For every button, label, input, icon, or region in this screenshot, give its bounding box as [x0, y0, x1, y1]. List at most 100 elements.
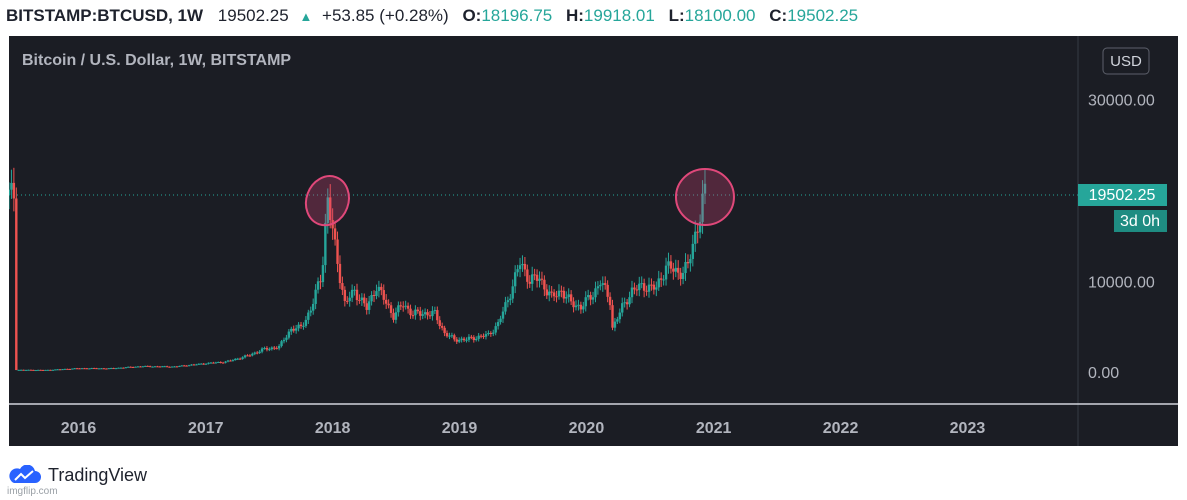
- candle-body: [640, 283, 643, 285]
- candle-body: [17, 369, 20, 371]
- candle-body: [338, 263, 342, 284]
- last-price: 19502.25: [217, 6, 289, 25]
- candle-body: [124, 367, 128, 369]
- candle-body: [523, 263, 527, 270]
- brand-name[interactable]: TradingView: [48, 464, 148, 485]
- candle-body: [56, 369, 59, 371]
- candle-body: [163, 366, 166, 368]
- time-tick-label: 2020: [569, 420, 605, 437]
- candle-body: [431, 310, 434, 317]
- candle-body: [311, 303, 315, 311]
- candle-body: [460, 338, 463, 340]
- candle-body: [465, 339, 468, 341]
- candle-body: [414, 309, 417, 316]
- candle-body: [131, 366, 135, 368]
- candle-body: [341, 283, 344, 290]
- candle-body: [572, 301, 575, 308]
- candle-body: [669, 261, 673, 269]
- price-axis[interactable]: 30000.00 10000.00 0.00: [1088, 93, 1155, 383]
- currency-button[interactable]: USD: [1102, 47, 1150, 75]
- candle-body: [153, 366, 157, 368]
- candle-body: [589, 295, 592, 300]
- candle-body: [22, 369, 25, 371]
- candle-body: [509, 298, 512, 301]
- currency-button-label[interactable]: USD: [1110, 53, 1142, 70]
- time-axis[interactable]: 2016 2017 2018 2019 2020 2021 2022 2023: [61, 420, 986, 437]
- candle-body: [221, 362, 225, 364]
- candle-body: [258, 351, 261, 353]
- close-value: 19502.25: [787, 6, 859, 25]
- last-price-badge-bg: [1078, 183, 1167, 206]
- candle-body: [107, 368, 110, 370]
- candle-body: [545, 289, 549, 296]
- candle-body: [482, 335, 485, 337]
- currency-button-frame[interactable]: [1102, 47, 1150, 75]
- time-tick-label: 2016: [61, 420, 97, 437]
- candle-body: [516, 269, 519, 273]
- candle-body: [231, 360, 235, 362]
- candle-body: [506, 300, 510, 303]
- candle-body: [504, 302, 507, 312]
- open-value: 18196.75: [481, 6, 553, 25]
- candle-body: [243, 355, 247, 358]
- candle-body: [484, 334, 488, 337]
- price-series: [9, 167, 707, 372]
- candle-body: [521, 263, 524, 266]
- candle-body: [141, 366, 145, 368]
- candle-body: [380, 286, 383, 291]
- candle-body: [336, 239, 339, 264]
- candle-body: [204, 363, 208, 365]
- candle-body: [642, 283, 646, 291]
- footer-brand[interactable]: TradingView: [6, 462, 147, 488]
- candle-body: [66, 368, 69, 370]
- pane-title: Bitcoin / U.S. Dollar, 1W, BITSTAMP: [22, 52, 291, 69]
- candle-body: [319, 281, 322, 283]
- candle-body: [475, 338, 478, 341]
- candle-body: [333, 228, 337, 240]
- candle-body: [236, 358, 239, 360]
- candle-body: [689, 258, 692, 264]
- candle-body: [24, 369, 28, 371]
- time-tick-label: 2023: [950, 420, 986, 437]
- candle-body: [501, 311, 505, 319]
- candle-body: [54, 369, 57, 371]
- candle-body: [623, 302, 626, 304]
- candle-body: [9, 189, 11, 195]
- candle-body: [698, 221, 702, 233]
- highlight-circles: [304, 167, 735, 227]
- candle-body: [234, 358, 237, 361]
- price-chart[interactable]: Bitcoin / U.S. Dollar, 1W, BITSTAMP USD …: [9, 36, 1178, 446]
- candle-body: [616, 319, 619, 322]
- candle-body: [112, 368, 115, 370]
- price-tick-label: 0.00: [1088, 365, 1119, 382]
- candle-body: [110, 368, 113, 370]
- candle-body: [100, 368, 103, 370]
- candle-body: [635, 289, 639, 291]
- candle-body: [404, 305, 407, 307]
- candle-body: [97, 368, 101, 370]
- candle-body: [299, 324, 303, 327]
- candle-body: [161, 366, 164, 368]
- candle-body: [270, 347, 274, 350]
- candle-body: [209, 362, 213, 364]
- candle-body: [426, 312, 429, 316]
- candle-body: [122, 367, 125, 369]
- candle-body: [251, 353, 254, 356]
- candle-body: [696, 231, 699, 233]
- candle-body: [280, 341, 283, 346]
- candle-body: [83, 368, 86, 370]
- candle-body: [599, 284, 602, 287]
- candle-body: [253, 352, 256, 354]
- low-value: 18100.00: [684, 6, 756, 25]
- chart-pane[interactable]: Bitcoin / U.S. Dollar, 1W, BITSTAMP USD …: [9, 36, 1178, 446]
- candle-body: [470, 336, 473, 338]
- candle-body: [477, 335, 480, 339]
- candle-body: [10, 182, 13, 190]
- candle-body: [273, 347, 276, 349]
- candle-body: [105, 368, 108, 370]
- candle-body: [192, 364, 196, 366]
- candle-body: [701, 193, 704, 222]
- highlight-ellipse: [674, 167, 735, 226]
- candle-body: [394, 312, 398, 320]
- candle-body: [200, 363, 203, 365]
